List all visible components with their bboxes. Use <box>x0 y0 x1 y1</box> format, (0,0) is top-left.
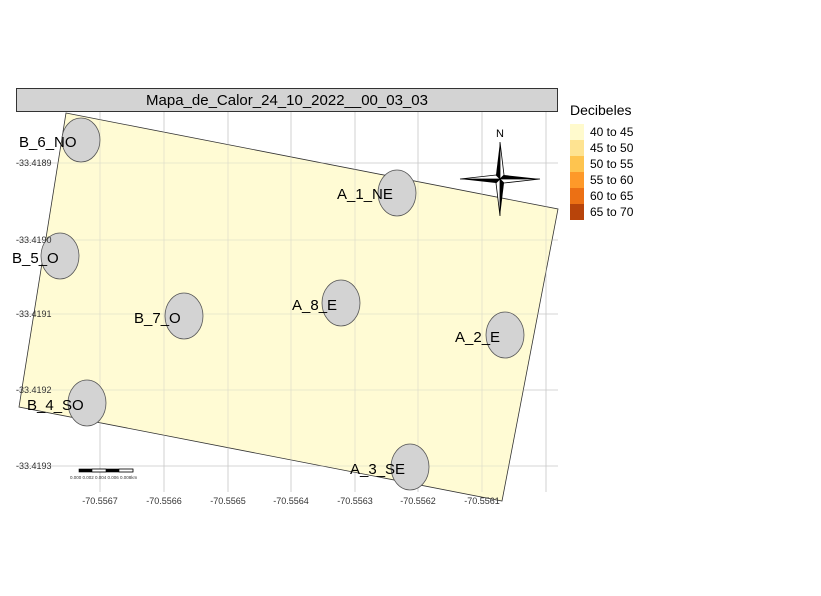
lat-tick-label: -33.4193 <box>16 461 52 471</box>
lon-tick-label: -70.5564 <box>273 496 309 506</box>
lon-tick-label: -70.5565 <box>210 496 246 506</box>
legend-swatch <box>570 172 584 188</box>
measurement-point: A_1_NE <box>337 169 417 217</box>
point-label: A_2_E <box>455 329 500 346</box>
legend-swatch <box>570 140 584 156</box>
lat-tick-label: -33.4192 <box>16 385 52 395</box>
lat-tick-label: -33.4191 <box>16 309 52 319</box>
legend-title: Decibeles <box>570 102 632 118</box>
legend-label: 40 to 45 <box>590 125 634 139</box>
lon-tick-label: -70.5562 <box>400 496 436 506</box>
lon-tick-label: -70.5563 <box>337 496 373 506</box>
legend-swatch <box>570 156 584 172</box>
point-buffer <box>390 443 430 491</box>
graticule-overlay <box>16 112 558 492</box>
legend-swatch <box>570 204 584 220</box>
point-label: B_7_O <box>134 310 181 327</box>
point-label: B_6_NO <box>19 134 77 151</box>
legend-item: 40 to 45 <box>570 124 633 140</box>
legend-item: 45 to 50 <box>570 140 633 156</box>
point-label: A_1_NE <box>337 186 393 203</box>
point-buffer <box>377 169 417 217</box>
scale-bar-label: 0.000 0.002 0.004 0.006 0.008km <box>70 475 138 480</box>
point-buffer <box>40 232 80 280</box>
legend-item: 65 to 70 <box>570 204 633 220</box>
legend-item: 50 to 55 <box>570 156 633 172</box>
measurement-point: A_8_E <box>292 279 361 327</box>
measurement-point: B_5_O <box>12 232 80 280</box>
lon-tick-label: -70.5561 <box>464 496 500 506</box>
lon-axis: -70.5567 -70.5566 -70.5565 -70.5564 -70.… <box>82 496 500 506</box>
measurement-point: B_7_O <box>134 292 204 340</box>
lon-tick-label: -70.5567 <box>82 496 118 506</box>
legend-label: 45 to 50 <box>590 141 634 155</box>
legend-label: 65 to 70 <box>590 205 634 219</box>
lat-axis: -33.4189 -33.4190 -33.4191 -33.4192 -33.… <box>16 158 52 471</box>
point-label: B_4_SO <box>27 397 84 414</box>
legend: Decibeles 40 to 45 45 to 50 50 to 55 55 to … <box>570 102 633 220</box>
point-label: A_3_SE <box>350 461 405 478</box>
point-label: A_8_E <box>292 297 337 314</box>
point-label: B_5_O <box>12 250 59 267</box>
point-buffer <box>67 379 107 427</box>
scale-bar: 0.000 0.002 0.004 0.006 0.008km <box>70 468 138 480</box>
legend-label: 55 to 60 <box>590 173 634 187</box>
legend-items: 40 to 45 45 to 50 50 to 55 55 to 60 60 to 65… <box>570 124 633 220</box>
legend-label: 50 to 55 <box>590 157 634 171</box>
legend-swatch <box>570 124 584 140</box>
point-buffer <box>61 117 101 163</box>
lat-tick-label: -33.4190 <box>16 235 52 245</box>
lon-tick-label: -70.5566 <box>146 496 182 506</box>
legend-label: 60 to 65 <box>590 189 634 203</box>
point-buffer <box>164 292 204 340</box>
north-arrow-icon: N <box>459 128 541 217</box>
lat-tick-label: -33.4189 <box>16 158 52 168</box>
measurement-point: A_3_SE <box>350 443 430 491</box>
map-title: Mapa_de_Calor_24_10_2022__00_03_03 <box>16 88 558 112</box>
measurement-points: B_6_NO A_1_NE B_5_O B_7_O A_8_E A_2_E B_4_SO A_… <box>12 117 525 491</box>
legend-swatch <box>570 188 584 204</box>
point-buffer <box>485 311 525 359</box>
legend-item: 60 to 65 <box>570 188 633 204</box>
point-buffer <box>321 279 361 327</box>
measurement-point: B_6_NO <box>19 117 101 163</box>
measurement-point: B_4_SO <box>27 379 107 427</box>
measurement-point: A_2_E <box>455 311 525 359</box>
north-label: N <box>496 128 504 140</box>
legend-item: 55 to 60 <box>570 172 633 188</box>
